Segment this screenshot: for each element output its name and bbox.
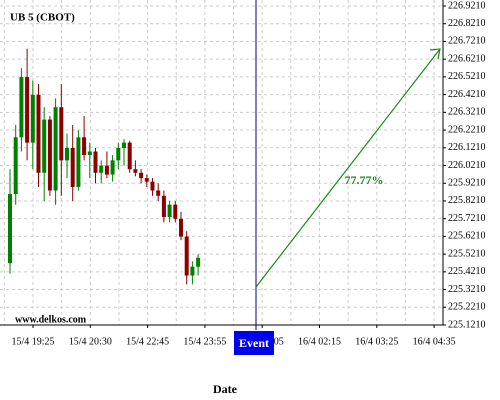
candle-body [36, 94, 41, 173]
x-tick-label: 15/4 22:45 [126, 336, 169, 347]
candle-body [179, 218, 183, 237]
x-tick-label: 15/4 19:25 [11, 336, 54, 347]
y-tick-label: 226.6210 [448, 53, 486, 64]
candle-body [144, 178, 149, 182]
candle-body [59, 107, 64, 161]
candle-body [161, 195, 166, 218]
candle-body [82, 137, 87, 156]
candle-body [156, 190, 161, 196]
y-tick-label: 225.2210 [448, 302, 486, 313]
arrow-head [429, 48, 441, 60]
forecast-arrow [255, 48, 441, 288]
candle-body [25, 77, 30, 143]
y-tick-label: 226.5210 [448, 71, 486, 82]
candle-body [133, 169, 138, 173]
candle-body [65, 147, 69, 161]
y-tick-label: 225.3210 [448, 284, 486, 295]
y-tick-label: 226.2210 [448, 124, 486, 135]
y-tick-label: 226.9210 [448, 0, 486, 11]
candle-body [150, 181, 155, 191]
candle-body [53, 107, 58, 191]
y-tick-label: 225.5210 [448, 248, 486, 259]
candle-body [167, 204, 172, 218]
candle-body [42, 119, 47, 173]
candle-body [173, 204, 178, 219]
candle-body [190, 266, 195, 276]
candle-body [19, 77, 24, 138]
x-axis-title: Date [213, 382, 238, 396]
candle-body [8, 194, 12, 264]
candle-body [70, 147, 75, 187]
y-tick-label: 226.3210 [448, 107, 486, 118]
x-tick-label: 16/4 04:35 [413, 336, 456, 347]
watermark: www.delkos.com [15, 314, 87, 325]
annotation: 77.77% [345, 173, 384, 187]
candle-body [196, 257, 201, 267]
y-tick-label: 225.8210 [448, 195, 486, 206]
candle-body [76, 137, 81, 187]
candle-body [139, 172, 144, 179]
candle-body [13, 137, 18, 195]
y-tick-label: 225.9210 [448, 178, 486, 189]
y-tick-label: 226.7210 [448, 36, 486, 47]
candle-body [47, 119, 52, 191]
candle-body [122, 142, 126, 148]
candle-body [127, 142, 132, 170]
x-tick-label: 15/4 23:55 [183, 336, 226, 347]
y-tick-label: 225.4210 [448, 266, 486, 277]
x-tick-label: 16/4 03:25 [355, 336, 398, 347]
y-tick-label: 226.4210 [448, 89, 486, 100]
candle-body [110, 160, 115, 175]
candle-body [116, 147, 121, 161]
x-tick-label: 15/4 20:30 [69, 336, 112, 347]
y-tick-label: 226.8210 [448, 18, 486, 29]
candle-body [30, 94, 35, 143]
y-tick-label: 225.6210 [448, 231, 486, 242]
chart-title: UB 5 (CBOT) [10, 12, 75, 24]
candle-body [93, 151, 98, 173]
candle-body [184, 236, 189, 276]
y-tick-label: 225.7210 [448, 213, 486, 224]
event-box [234, 331, 274, 355]
candle-body [104, 165, 109, 175]
x-tick-label: 16/4 02:15 [298, 336, 341, 347]
event-label: Event [239, 336, 269, 350]
y-tick-label: 225.1210 [448, 319, 486, 330]
candle-body [99, 165, 104, 173]
y-tick-label: 226.0210 [448, 160, 486, 171]
candle-body [87, 151, 92, 156]
y-tick-label: 226.1210 [448, 142, 486, 153]
